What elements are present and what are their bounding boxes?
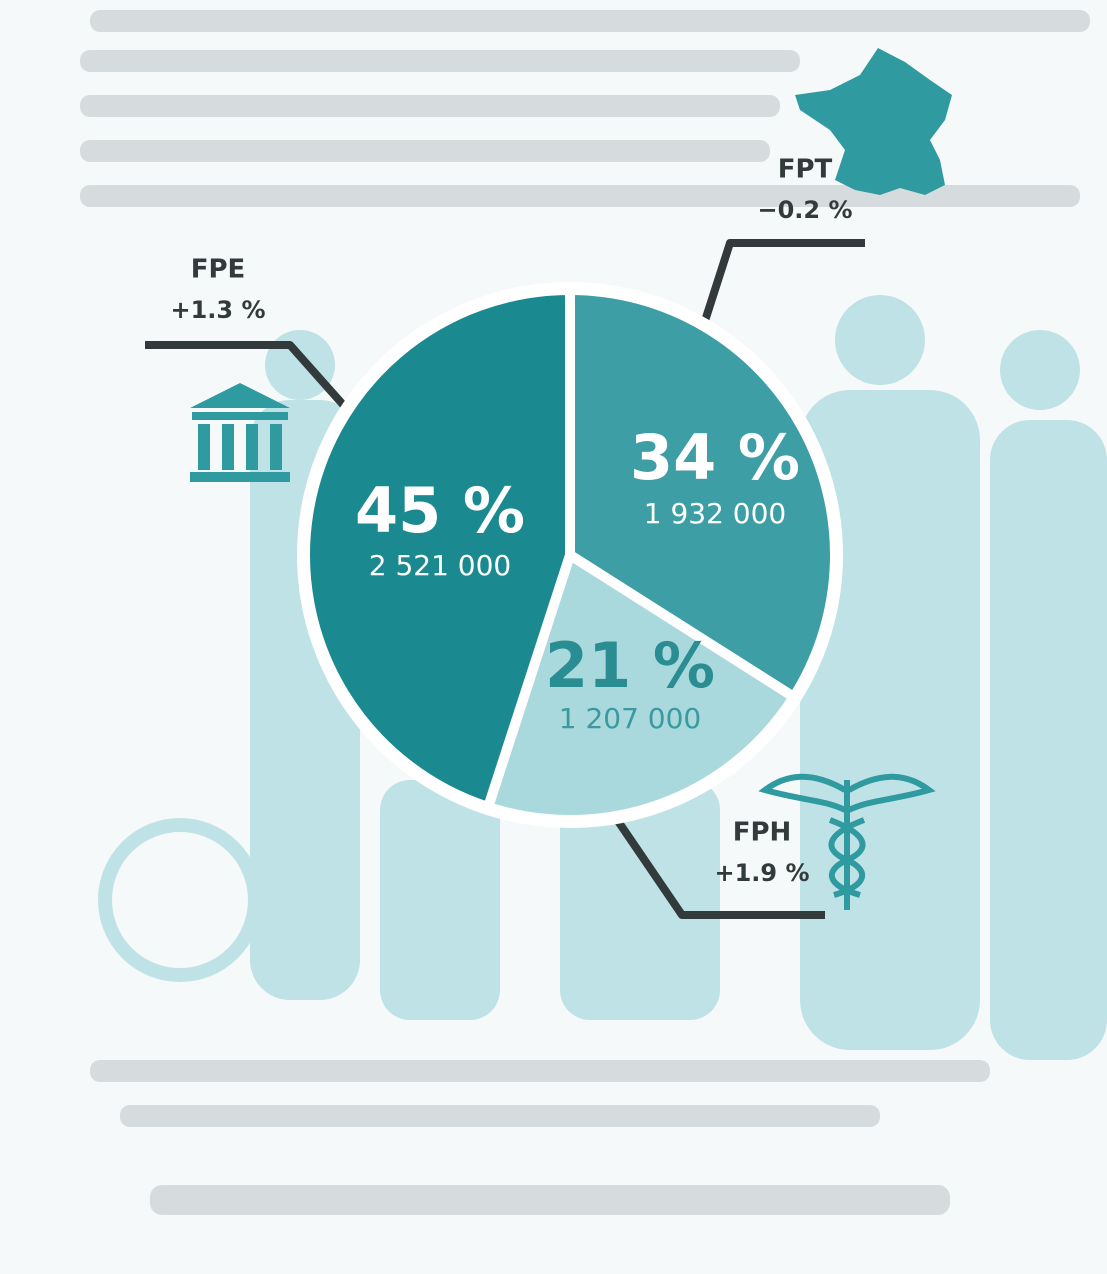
leader-line	[586, 777, 825, 919]
caduceus-icon	[758, 773, 936, 910]
count-label: 1 932 000	[644, 497, 787, 530]
count-label: 2 521 000	[369, 549, 512, 582]
change-label: +1.9 %	[714, 859, 809, 887]
category-label: FPE	[191, 255, 246, 285]
pie-slice	[483, 550, 799, 825]
bank-icon	[190, 383, 290, 482]
category-label: FPT	[778, 155, 833, 185]
background	[80, 10, 1107, 1215]
france-map	[795, 48, 952, 195]
value-label: 21 %	[545, 629, 715, 702]
change-label: −0.2 %	[757, 196, 852, 224]
pie: 34 %1 932 000 21 %1 207 000 45 %2 521 000	[297, 282, 843, 828]
pie-outline	[297, 282, 843, 828]
value-label: 34 %	[630, 421, 800, 494]
value-label: 45 %	[355, 474, 525, 547]
count-label: 1 207 000	[559, 702, 702, 735]
pie-slice	[300, 285, 575, 813]
category-label: FPH	[733, 818, 792, 848]
change-label: +1.3 %	[170, 296, 265, 324]
